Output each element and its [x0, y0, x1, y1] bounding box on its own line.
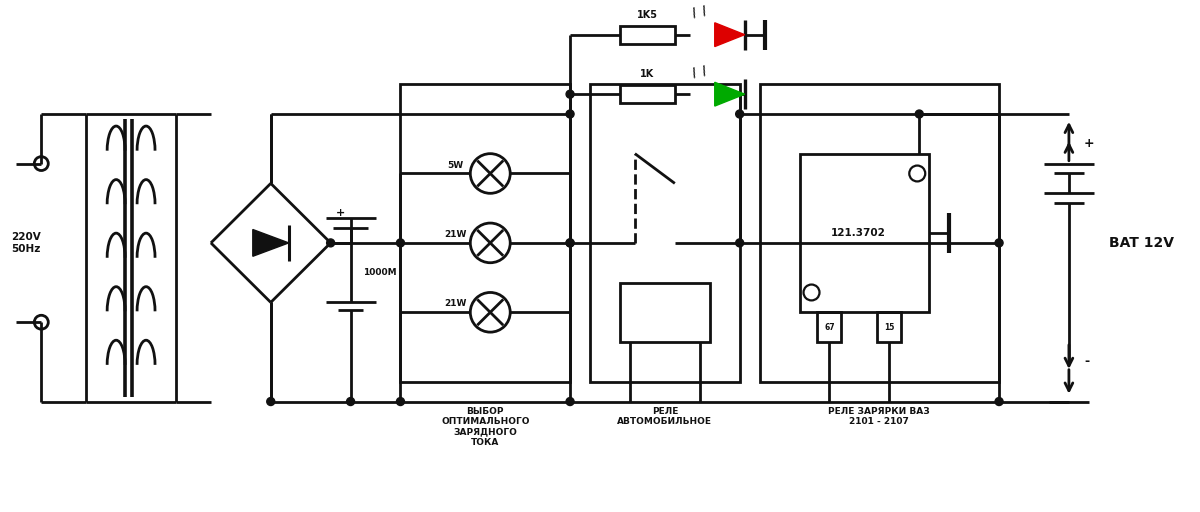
- Text: 15: 15: [884, 323, 894, 332]
- Circle shape: [566, 239, 574, 247]
- Circle shape: [736, 110, 744, 118]
- Text: -: -: [1084, 355, 1090, 368]
- Text: ВЫБОР
ОПТИМАЛЬНОГО
ЗАРЯДНОГО
ТОКА: ВЫБОР ОПТИМАЛЬНОГО ЗАРЯДНОГО ТОКА: [442, 407, 529, 446]
- Text: 67: 67: [824, 323, 835, 332]
- Circle shape: [347, 398, 354, 406]
- Circle shape: [266, 398, 275, 406]
- Polygon shape: [715, 82, 745, 106]
- Text: 21W: 21W: [444, 300, 467, 308]
- Text: /: /: [701, 4, 709, 18]
- Circle shape: [995, 398, 1003, 406]
- Polygon shape: [253, 229, 289, 257]
- Circle shape: [566, 239, 574, 247]
- Text: 21W: 21W: [444, 230, 467, 239]
- Circle shape: [566, 90, 574, 98]
- Circle shape: [916, 110, 923, 118]
- Circle shape: [566, 110, 574, 118]
- Text: 5W: 5W: [448, 161, 463, 169]
- Circle shape: [566, 398, 574, 406]
- Polygon shape: [715, 23, 745, 47]
- Text: 1K5: 1K5: [637, 10, 658, 20]
- Circle shape: [396, 398, 404, 406]
- Circle shape: [995, 239, 1003, 247]
- Text: 1000M: 1000M: [362, 268, 396, 277]
- Text: РЕЛЕ
АВТОМОБИЛЬНОЕ: РЕЛЕ АВТОМОБИЛЬНОЕ: [617, 407, 713, 426]
- Text: +: +: [336, 208, 346, 218]
- FancyBboxPatch shape: [620, 26, 674, 44]
- Circle shape: [326, 239, 335, 247]
- Text: +: +: [1084, 137, 1094, 150]
- Text: /: /: [690, 66, 700, 79]
- Circle shape: [396, 239, 404, 247]
- Text: /: /: [690, 6, 700, 20]
- Text: РЕЛЕ ЗАРЯРКИ ВАЗ
2101 - 2107: РЕЛЕ ЗАРЯРКИ ВАЗ 2101 - 2107: [828, 407, 930, 426]
- Text: 121.3702: 121.3702: [830, 228, 886, 238]
- Circle shape: [736, 239, 744, 247]
- Text: /: /: [701, 63, 709, 77]
- FancyBboxPatch shape: [620, 85, 674, 103]
- Text: 1K: 1K: [641, 69, 654, 79]
- Text: 220V
50Hz: 220V 50Hz: [11, 232, 41, 254]
- Text: BAT 12V: BAT 12V: [1109, 236, 1174, 250]
